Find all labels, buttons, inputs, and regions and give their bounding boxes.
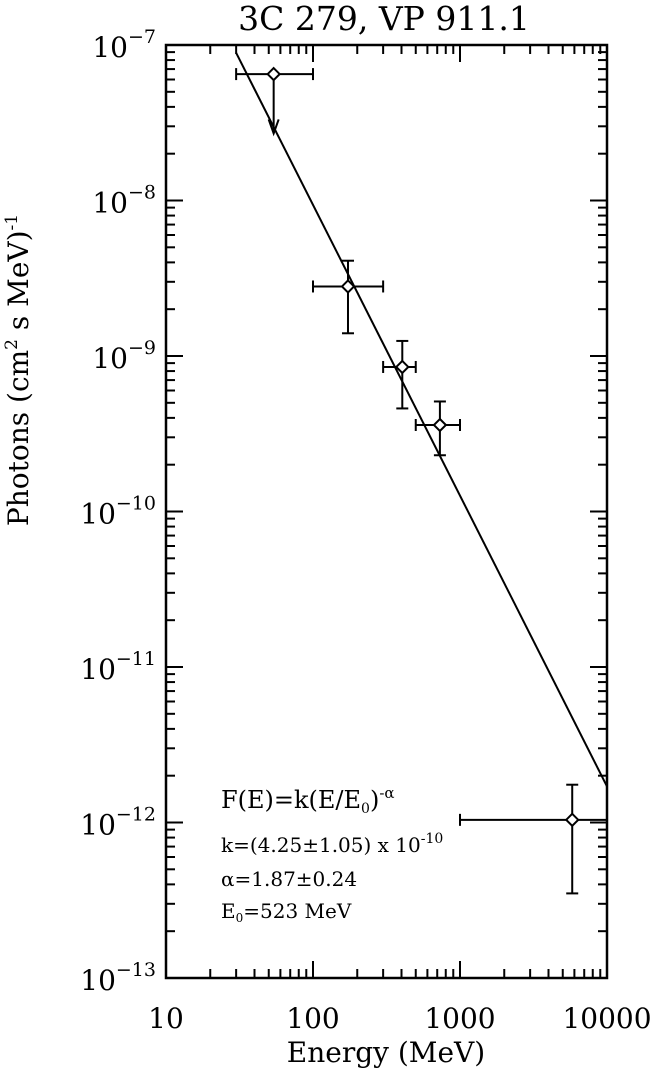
- fit-line: [235, 52, 608, 787]
- fit-formula-sub: 0: [361, 801, 370, 817]
- fit-k-text: k=(4.25±1.05) x 10: [221, 833, 421, 857]
- y-tick-base: 10: [80, 653, 116, 686]
- y-tick-label: 10−8: [92, 182, 156, 220]
- x-tick-label: 1000: [424, 1002, 495, 1035]
- data-points: [235, 66, 608, 895]
- fit-line-group: [235, 52, 608, 787]
- y-tick-exp: −9: [128, 337, 156, 359]
- y-tick-label: 10−10: [80, 493, 156, 531]
- y-tick-exp: −11: [116, 648, 156, 670]
- data-point: [459, 783, 608, 895]
- fit-formula-mid: ): [370, 786, 379, 814]
- fit-e0-post: =523 MeV: [243, 899, 352, 923]
- diamond-marker: [266, 66, 282, 82]
- y-tick-base: 10: [92, 187, 128, 220]
- diamond-marker: [564, 812, 580, 828]
- diamond-marker: [340, 279, 356, 294]
- y-tick-exp: −8: [128, 182, 156, 204]
- y-tick-label: 10−7: [92, 26, 156, 64]
- y-axis-label-mid: s MeV): [2, 230, 35, 339]
- x-tick-label: 10000: [562, 1002, 651, 1035]
- y-tick-label: 10−11: [80, 648, 156, 686]
- data-point: [235, 66, 314, 137]
- fit-e0-value: E0=523 MeV: [221, 899, 352, 925]
- x-tick-label: 100: [286, 1002, 339, 1035]
- x-axis-label: Energy (MeV): [287, 1036, 485, 1069]
- fit-e0-sub: 0: [236, 911, 244, 925]
- y-tick-base: 10: [92, 31, 128, 64]
- y-tick-exp: −12: [116, 804, 156, 826]
- x-tick-label: 10: [148, 1002, 184, 1035]
- data-point: [382, 339, 417, 410]
- fit-k-exp: -10: [421, 831, 444, 847]
- y-tick-base: 10: [80, 964, 116, 997]
- upper-limit-arrowhead: [267, 119, 280, 137]
- x-tick-labels: 10 100 1000 10000: [148, 1002, 651, 1035]
- fit-formula-sup: -α: [379, 784, 394, 802]
- y-tick-exp: −10: [116, 493, 156, 515]
- y-axis-label-main: Photons (cm: [2, 350, 35, 526]
- fit-formula-pre: F(E)=k(E/E: [221, 786, 361, 814]
- y-tick-base: 10: [92, 342, 128, 375]
- fit-k-value: k=(4.25±1.05) x 10-10: [221, 831, 443, 857]
- y-tick-exp: −7: [128, 26, 156, 48]
- y-tick-base: 10: [80, 809, 116, 842]
- axis-ticks: [166, 45, 607, 978]
- diamond-marker: [394, 359, 410, 375]
- y-tick-base: 10: [80, 498, 116, 531]
- y-axis-label-sup2: -1: [2, 214, 22, 231]
- diamond-marker: [432, 417, 448, 433]
- y-tick-label: 10−13: [80, 959, 156, 997]
- y-tick-label: 10−9: [92, 337, 156, 375]
- fit-formula: F(E)=k(E/E0)-α: [221, 784, 395, 817]
- y-axis-label-sup1: 2: [2, 339, 22, 350]
- y-axis-label: Photons (cm2 s MeV)-1: [2, 214, 35, 526]
- data-point: [312, 259, 385, 335]
- y-tick-exp: −13: [116, 959, 156, 981]
- fit-annotation: F(E)=k(E/E0)-α k=(4.25±1.05) x 10-10 α=1…: [221, 784, 443, 925]
- data-point: [414, 400, 461, 457]
- y-tick-label: 10−12: [80, 804, 156, 842]
- chart-title: 3C 279, VP 911.1: [238, 0, 530, 38]
- fit-e0-pre: E: [221, 899, 236, 923]
- fit-alpha-value: α=1.87±0.24: [221, 867, 357, 891]
